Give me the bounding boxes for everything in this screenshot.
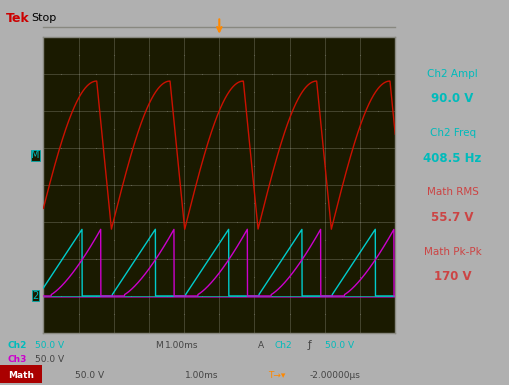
Text: Ch2: Ch2 (8, 340, 27, 350)
Text: 50.0 V: 50.0 V (35, 355, 64, 363)
Text: Stop: Stop (32, 13, 57, 23)
Text: -2.00000μs: -2.00000μs (309, 370, 360, 380)
Text: 170 V: 170 V (433, 270, 470, 283)
Text: 50.0 V: 50.0 V (324, 340, 353, 350)
Text: Ch2 Freq: Ch2 Freq (429, 128, 475, 138)
Text: Tek: Tek (6, 12, 30, 25)
Text: T→▾: T→▾ (267, 370, 285, 380)
Text: ƒ: ƒ (307, 340, 311, 350)
Bar (0, 365, 42, 383)
Text: M: M (155, 340, 162, 350)
Text: 2: 2 (33, 291, 39, 301)
Text: 408.5 Hz: 408.5 Hz (422, 152, 481, 165)
Text: A: A (258, 340, 264, 350)
Text: 50.0 V: 50.0 V (35, 340, 64, 350)
Text: Math RMS: Math RMS (426, 187, 477, 197)
Text: Math Pk-Pk: Math Pk-Pk (423, 246, 480, 256)
Text: 1.00ms: 1.00ms (185, 370, 218, 380)
Text: Ch2 Ampl: Ch2 Ampl (427, 69, 477, 79)
Text: Math: Math (8, 370, 34, 380)
Text: Ch3: Ch3 (8, 355, 27, 363)
Text: 55.7 V: 55.7 V (431, 211, 473, 224)
Text: 90.0 V: 90.0 V (431, 92, 473, 105)
Text: 1.00ms: 1.00ms (165, 340, 198, 350)
Text: Ch2: Ch2 (274, 340, 292, 350)
Text: 50.0 V: 50.0 V (75, 370, 104, 380)
Text: M: M (32, 150, 40, 160)
